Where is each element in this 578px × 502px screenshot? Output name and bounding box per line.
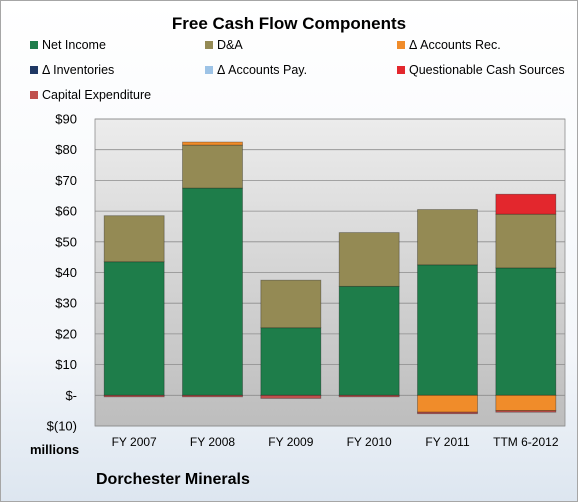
bar-segment	[182, 394, 243, 398]
x-tick-label: FY 2011	[425, 435, 470, 449]
bar-segment	[260, 327, 322, 396]
legend-swatch	[30, 41, 38, 49]
bar-segment	[495, 213, 557, 269]
bar-segment	[495, 193, 557, 215]
bar-segment	[182, 144, 243, 189]
legend-item: Δ Accounts Pay.	[205, 63, 307, 77]
bar-segment	[260, 394, 322, 399]
bar-segment	[338, 394, 400, 398]
legend-label: D&A	[217, 38, 243, 52]
x-tick-label: FY 2008	[190, 435, 235, 449]
bar-segment	[495, 267, 557, 396]
legend-label: Capital Expenditure	[42, 88, 152, 102]
legend-swatch	[397, 66, 405, 74]
bar-segment	[417, 411, 478, 415]
chart-title: Free Cash Flow Components	[171, 14, 407, 33]
legend-swatch	[205, 66, 213, 74]
x-tick-label: FY 2010	[347, 435, 392, 449]
bar-segment	[495, 410, 557, 413]
y-tick-label: $-	[65, 388, 77, 403]
x-tick-label: TTM 6-2012	[493, 435, 559, 449]
bar-segment	[417, 394, 478, 413]
legend-item: Net Income	[30, 38, 106, 52]
legend-swatch	[397, 41, 405, 49]
bar-segment	[260, 279, 322, 329]
y-tick-label: $60	[55, 204, 77, 219]
bar-segment	[417, 209, 478, 266]
bar-segment	[182, 141, 243, 146]
bar-segment	[338, 285, 400, 396]
legend-item: Δ Inventories	[30, 63, 114, 77]
bar-segment	[103, 394, 165, 398]
legend-item: Δ Accounts Rec.	[397, 38, 501, 52]
y-tick-label: $80	[55, 142, 77, 157]
legend-label: Δ Inventories	[42, 63, 115, 77]
y-axis-unit-label: millions	[30, 442, 80, 457]
y-tick-label: $20	[55, 326, 77, 341]
legend-swatch	[205, 41, 213, 49]
legend-label: Questionable Cash Sources	[409, 63, 565, 77]
y-tick-label: $(10)	[47, 419, 77, 434]
legend-item: Capital Expenditure	[30, 88, 151, 102]
legend-item: D&A	[205, 38, 243, 52]
y-tick-label: $10	[55, 357, 77, 372]
y-tick-label: $40	[55, 265, 77, 280]
legend-label: Δ Accounts Pay.	[217, 63, 308, 77]
y-tick-label: $70	[55, 173, 77, 188]
bar-segment	[182, 187, 243, 396]
bar-segment	[417, 264, 478, 396]
bar-segment	[103, 215, 165, 263]
legend-swatch	[30, 66, 38, 74]
y-tick-label: $90	[55, 112, 77, 127]
legend-label: Δ Accounts Rec.	[409, 38, 501, 52]
bar-segment	[338, 232, 400, 287]
legend-swatch	[30, 91, 38, 99]
legend-label: Net Income	[42, 38, 106, 52]
x-tick-label: FY 2009	[268, 435, 313, 449]
y-tick-label: $30	[55, 296, 77, 311]
y-tick-label: $50	[55, 234, 77, 249]
bar-segment	[495, 394, 557, 412]
company-name: Dorchester Minerals	[96, 471, 250, 488]
x-tick-label: FY 2007	[112, 435, 157, 449]
bar-segment	[103, 261, 165, 396]
legend-item: Questionable Cash Sources	[397, 63, 565, 77]
